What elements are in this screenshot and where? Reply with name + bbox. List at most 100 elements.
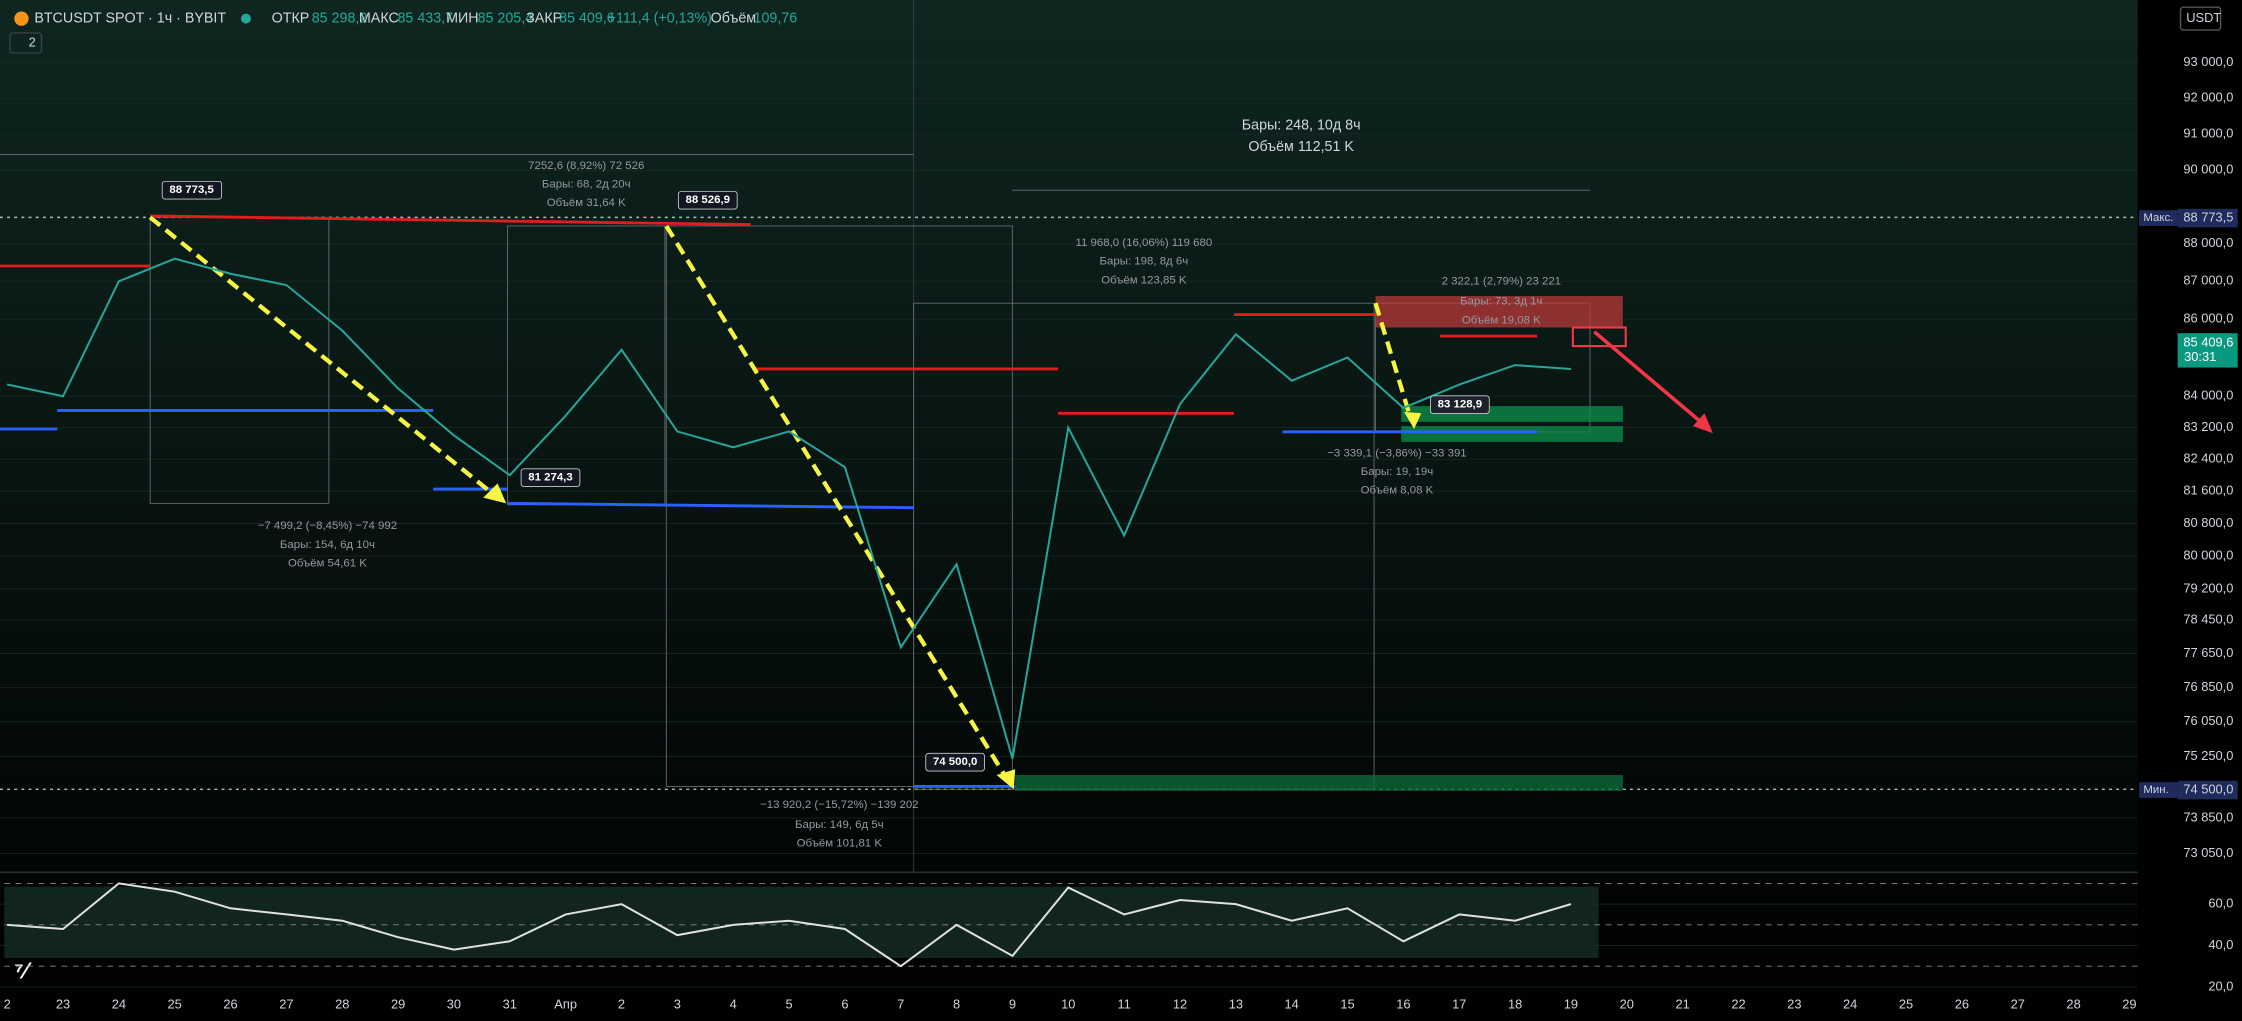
annotation: 88 526,9 bbox=[686, 194, 730, 206]
annotation: 2 322,1 (2,79%) 23 221 bbox=[1442, 276, 1561, 288]
demand-zone bbox=[1015, 775, 1623, 791]
annotation: Бары: 248, 10д 8ч bbox=[1242, 118, 1361, 134]
y-tick-label: 76 850,0 bbox=[2183, 679, 2233, 694]
x-tick-label: 24 bbox=[112, 997, 126, 1012]
annotation: Бары: 68, 2д 20ч bbox=[542, 179, 631, 191]
x-tick-label: 19 bbox=[1564, 997, 1578, 1012]
x-tick-label: 10 bbox=[1061, 997, 1075, 1012]
x-tick-label: Апр bbox=[554, 997, 577, 1012]
min-tag: Мин. bbox=[2143, 784, 2168, 796]
annotation: 81 274,3 bbox=[528, 472, 572, 484]
x-tick-label: 28 bbox=[335, 997, 349, 1012]
symbol[interactable]: BTCUSDT SPOT · 1ч · BYBIT bbox=[34, 10, 226, 26]
min-tag-bg bbox=[2139, 782, 2178, 798]
support-lines bbox=[0, 408, 1538, 788]
low: 85 205,4 bbox=[478, 10, 534, 26]
forecast-arrow bbox=[1593, 330, 1707, 428]
price-scale-bg bbox=[2137, 0, 2242, 1021]
max-price-bg bbox=[2177, 208, 2238, 228]
annotation-box bbox=[677, 190, 738, 210]
x-tick-label: 24 bbox=[1843, 997, 1857, 1012]
low-label: МИН bbox=[446, 10, 478, 26]
x-tick-label: 15 bbox=[1340, 997, 1354, 1012]
x-tick-label: 18 bbox=[1508, 997, 1522, 1012]
annotation: Бары: 154, 6д 10ч bbox=[280, 539, 375, 551]
y-tick-label: 91 000,0 bbox=[2183, 125, 2233, 140]
y-tick-label: 80 000,0 bbox=[2183, 547, 2233, 562]
annotation: Объём 54,61 K bbox=[288, 557, 367, 569]
annotation-box bbox=[161, 180, 223, 200]
annotation: −7 499,2 (−8,45%) −74 992 bbox=[258, 520, 397, 532]
y-tick-label: 82 400,0 bbox=[2183, 451, 2233, 466]
x-tick-label: 9 bbox=[1009, 997, 1016, 1012]
indicators-count[interactable]: 2 bbox=[29, 34, 36, 49]
x-tick-label: 26 bbox=[1955, 997, 1969, 1012]
y-tick-label: 79 200,0 bbox=[2183, 580, 2233, 595]
min-price: 74 500,0 bbox=[2183, 781, 2233, 796]
annotation: Бары: 149, 6д 5ч bbox=[795, 819, 884, 831]
open: 85 298,2 bbox=[312, 10, 368, 26]
annotation: Объём 101,81 K bbox=[797, 838, 883, 850]
status-dot bbox=[240, 13, 251, 24]
currency[interactable]: USDT bbox=[2186, 10, 2221, 25]
y-tick-label: 80 800,0 bbox=[2183, 515, 2233, 530]
x-tick-label: 28 bbox=[2066, 997, 2080, 1012]
y-tick-label: 87 000,0 bbox=[2183, 273, 2233, 288]
annotation: Объём 112,51 K bbox=[1248, 139, 1354, 155]
annotation: 83 128,9 bbox=[1438, 399, 1482, 411]
y-tick-label: 88 000,0 bbox=[2183, 235, 2233, 250]
x-tick-label: 25 bbox=[168, 997, 182, 1012]
x-tick-label: 26 bbox=[223, 997, 237, 1012]
high: 85 433,7 bbox=[397, 10, 453, 26]
resistance-lines bbox=[0, 214, 1538, 415]
x-tick-label: 4 bbox=[730, 997, 737, 1012]
y-tick-label: 90 000,0 bbox=[2183, 162, 2233, 177]
y-tick-label: 83 200,0 bbox=[2183, 419, 2233, 434]
x-tick-label: 21 bbox=[1675, 997, 1689, 1012]
x-tick-label: 12 bbox=[1173, 997, 1187, 1012]
y-tick-label: 73 850,0 bbox=[2183, 809, 2233, 824]
y-tick-label: 75 250,0 bbox=[2183, 748, 2233, 763]
supply-zone bbox=[1375, 296, 1623, 328]
x-tick-label: 23 bbox=[56, 997, 70, 1012]
indicators-toggle[interactable] bbox=[9, 32, 43, 54]
x-tick-label: 29 bbox=[2122, 997, 2136, 1012]
y-tick-label: 81 600,0 bbox=[2183, 483, 2233, 498]
y-tick-label: 86 000,0 bbox=[2183, 311, 2233, 326]
annotation-box bbox=[520, 468, 581, 487]
x-tick-label: 25 bbox=[1899, 997, 1913, 1012]
x-tick-label: 29 bbox=[391, 997, 405, 1012]
x-tick-label: 5 bbox=[785, 997, 792, 1012]
annotation: Объём 19,08 K bbox=[1462, 314, 1541, 326]
currency-button[interactable] bbox=[2179, 6, 2222, 31]
y-tick-label: 73 050,0 bbox=[2183, 845, 2233, 860]
annotation: Объём 123,85 K bbox=[1101, 274, 1187, 286]
demand-zone bbox=[1401, 426, 1623, 442]
x-tick-label: 6 bbox=[841, 997, 848, 1012]
x-tick-label: 14 bbox=[1285, 997, 1299, 1012]
close: 85 409,6 bbox=[559, 10, 615, 26]
annotation: Объём 31,64 K bbox=[547, 197, 626, 209]
volume: 109,76 bbox=[754, 10, 798, 26]
x-tick-label: 30 bbox=[447, 997, 461, 1012]
x-tick-label: 13 bbox=[1229, 997, 1243, 1012]
x-tick-label: 27 bbox=[279, 997, 293, 1012]
annotation: Объём 8,08 K bbox=[1361, 484, 1434, 496]
y-tick-label: 20,0 bbox=[2208, 978, 2233, 993]
y-tick-label: 60,0 bbox=[2208, 895, 2233, 910]
x-tick-label: 16 bbox=[1396, 997, 1410, 1012]
y-tick-label: 76 050,0 bbox=[2183, 713, 2233, 728]
x-tick-label: 23 bbox=[1787, 997, 1801, 1012]
x-tick-label: 3 bbox=[674, 997, 681, 1012]
y-tick-label: 77 650,0 bbox=[2183, 645, 2233, 660]
volume-label: Объём bbox=[711, 10, 757, 26]
x-tick-label: 7 bbox=[897, 997, 904, 1012]
last-price: 85 409,6 bbox=[2183, 335, 2233, 350]
x-tick-label: 22 bbox=[1731, 997, 1745, 1012]
annotation: 7252,6 (8,92%) 72 526 bbox=[528, 160, 644, 172]
y-tick-label: 84 000,0 bbox=[2183, 388, 2233, 403]
y-tick-label: 93 000,0 bbox=[2183, 54, 2233, 69]
